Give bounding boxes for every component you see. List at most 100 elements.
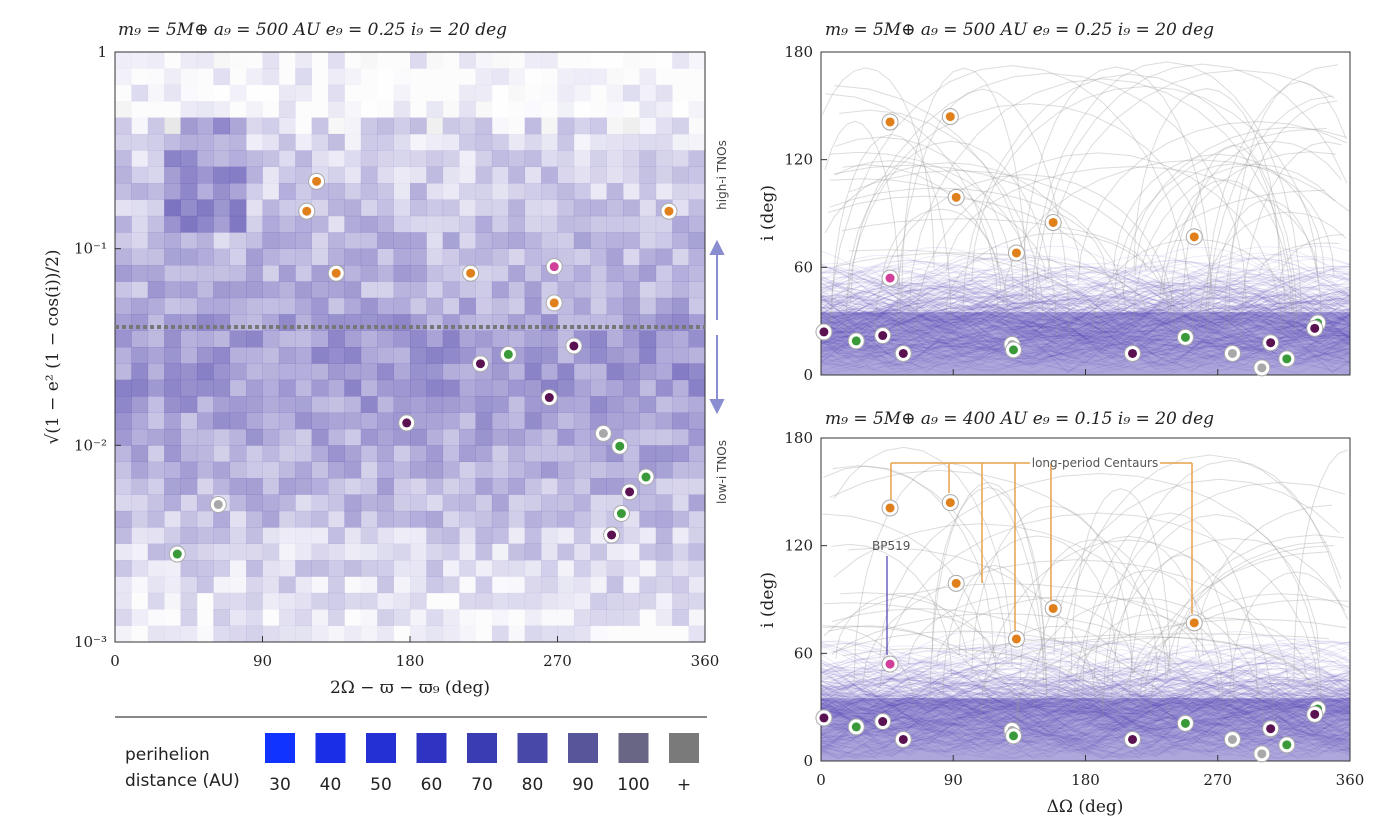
orbit-track (820, 683, 1351, 707)
heatmap-cell (196, 52, 214, 69)
heatmap-cell (442, 478, 460, 495)
orbit-track (820, 270, 1351, 331)
heatmap-cell (639, 166, 657, 184)
heatmap-cell (115, 347, 132, 364)
orbit-track (820, 295, 1351, 338)
heatmap-cell (655, 183, 673, 200)
heatmap-cell (246, 52, 263, 69)
heatmap-cell (131, 199, 149, 217)
heatmap-cell (639, 396, 657, 413)
heatmap-cell (573, 461, 591, 479)
heatmap-cell (672, 609, 689, 626)
x-tick-label: 180 (1071, 771, 1100, 789)
heatmap-cell (410, 52, 427, 69)
heatmap-cell (147, 330, 165, 348)
orbit-track (820, 639, 1351, 708)
orbit-track (820, 253, 1351, 317)
orbit-track (958, 535, 1116, 656)
heatmap-cell (475, 297, 493, 315)
orbit-track (820, 276, 1351, 350)
orbit-track (820, 282, 1351, 322)
heatmap-cell (213, 379, 231, 397)
heatmap-cell (360, 478, 378, 495)
data-point (1124, 344, 1142, 362)
orbit-track (820, 269, 1351, 339)
orbit-track (820, 294, 1351, 366)
heatmap-cell (311, 347, 329, 364)
heatmap-cell (393, 478, 411, 495)
orbit-track (820, 329, 1351, 363)
heatmap-cell (295, 510, 312, 528)
orbit-track (820, 683, 1351, 759)
orbit-track (820, 296, 1351, 329)
orbit-track (994, 625, 1121, 673)
heatmap-cell (688, 543, 706, 561)
orbit-track (820, 692, 1351, 745)
orbit-track (820, 284, 1351, 339)
heatmap-cell (311, 510, 329, 528)
heatmap-cell (475, 150, 493, 168)
orbit-track (879, 472, 1321, 659)
heatmap-cell (524, 330, 542, 348)
legend-label: 90 (572, 775, 594, 795)
heatmap-cell (459, 609, 476, 626)
heatmap-cell (606, 592, 624, 610)
orbit-track (1093, 481, 1346, 681)
heatmap-cell (491, 625, 509, 643)
heatmap-cell (213, 166, 231, 184)
heatmap-cell (590, 478, 607, 495)
orbit-track (820, 276, 1351, 325)
orbit-track (820, 644, 1351, 709)
legend-swatch (568, 733, 598, 763)
orbit-track (1166, 541, 1326, 678)
heatmap-cell (180, 232, 198, 249)
heatmap-cell (508, 527, 526, 544)
orbit-track (820, 700, 1351, 746)
y-tick-label: 1 (97, 43, 107, 61)
heatmap-cell (410, 625, 427, 643)
y-tick-label: 120 (784, 537, 813, 555)
orbit-track (820, 352, 1351, 369)
heatmap-cell (360, 265, 378, 282)
heatmap-cell (623, 609, 640, 626)
heatmap-cell (410, 379, 427, 397)
heatmap-cell (672, 133, 689, 151)
heatmap-cell (115, 478, 132, 495)
heatmap-cell (606, 84, 624, 102)
orbit-track (820, 301, 1351, 323)
heatmap-cell (229, 625, 247, 643)
heatmap-cell (459, 232, 476, 249)
heatmap-cell (262, 330, 280, 348)
orbit-track (820, 641, 1351, 721)
heatmap-cell (557, 281, 575, 299)
orbit-track (820, 684, 1351, 723)
heatmap-cell (508, 297, 526, 315)
heatmap-cell (655, 494, 673, 512)
heatmap-cell (147, 428, 165, 446)
heatmap-cell (590, 494, 607, 512)
heatmap-cell (475, 265, 493, 282)
heatmap-cell (393, 592, 411, 610)
heatmap-cell (311, 117, 329, 135)
heatmap-cell (508, 461, 526, 479)
orbit-track (820, 709, 1351, 734)
orbit-track (820, 694, 1351, 710)
orbit-track (820, 269, 1351, 346)
heatmap-cell (672, 428, 689, 446)
orbit-track (820, 300, 1351, 343)
heatmap-cell (410, 265, 427, 282)
orbit-track (820, 299, 1351, 371)
orbit-track (820, 687, 1351, 739)
heatmap-cell (655, 215, 673, 233)
heatmap-cell (672, 363, 689, 381)
orbit-track (820, 282, 1351, 343)
heatmap-cell (147, 248, 165, 266)
orbit-track (820, 675, 1351, 736)
heatmap-cell (393, 101, 411, 118)
orbit-track (1258, 242, 1340, 275)
orbit-track (820, 696, 1351, 757)
heatmap-cell (459, 183, 476, 200)
orbit-track (820, 675, 1351, 720)
heatmap-cell (557, 576, 575, 594)
heatmap-cell (197, 626, 214, 643)
